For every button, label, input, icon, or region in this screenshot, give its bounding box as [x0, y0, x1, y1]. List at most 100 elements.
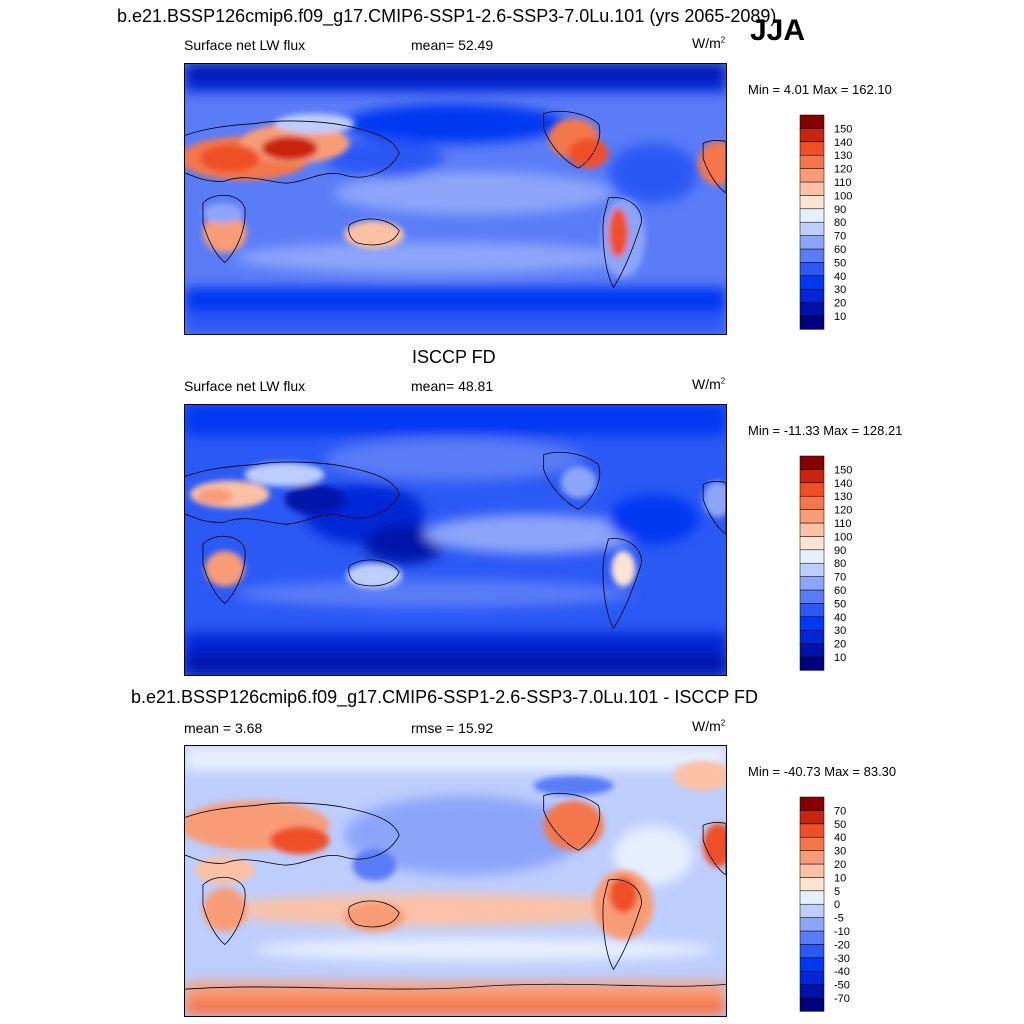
colorbar-tick-label: 70: [834, 231, 846, 243]
colorbar-tick-label: 140: [834, 478, 852, 490]
colorbar-swatch: [799, 302, 825, 317]
colorbar-swatch: [799, 589, 825, 604]
colorbar-swatch: [799, 944, 825, 959]
colorbar-swatch: [799, 890, 825, 905]
colorbar-tick-label: 60: [834, 244, 846, 256]
panel2-colorbar: 10 20 30 40 50 60 70 80 90 100 110 120 130 140 150: [799, 455, 852, 671]
colorbar-swatch: [799, 863, 825, 878]
colorbar-swatch: [799, 536, 825, 551]
colorbar-swatch: [799, 181, 825, 196]
colorbar-swatch: [799, 930, 825, 945]
panel2-title: ISCCP FD: [412, 347, 496, 367]
colorbar-swatch: [799, 275, 825, 290]
colorbar-swatch: [799, 984, 825, 999]
colorbar-swatch: [799, 248, 825, 263]
panel3-colorbar: -70 -50 -40 -30 -20 -10 -5 0 5 10 20 30 40 50 70: [799, 796, 850, 1012]
colorbar-tick-label: 5: [834, 886, 840, 898]
colorbar-tick-label: 50: [834, 598, 846, 610]
colorbar-swatch: [799, 315, 825, 330]
colorbar-tick-label: 30: [834, 846, 846, 858]
panel2-units-label: W/m2: [692, 376, 726, 392]
colorbar-tick-label: 10: [834, 652, 846, 664]
colorbar-swatch: [799, 656, 825, 671]
colorbar-tick-label: 110: [834, 177, 852, 189]
colorbar-swatch: [799, 262, 825, 277]
panel3-mean-label: mean = 3.68: [184, 720, 263, 736]
colorbar-tick-label: 130: [834, 491, 852, 503]
colorbar-tick-label: 90: [834, 204, 846, 216]
colorbar-swatch: [799, 495, 825, 510]
colorbar-tick-label: 50: [834, 257, 846, 269]
panel3-title: b.e21.BSSP126cmip6.f09_g17.CMIP6-SSP1-2.…: [131, 687, 759, 707]
colorbar-tick-label: 90: [834, 545, 846, 557]
colorbar-tick-label: 10: [834, 872, 846, 884]
colorbar-tick-label: 30: [834, 284, 846, 296]
colorbar-swatch: [799, 810, 825, 825]
colorbar-swatch: [799, 288, 825, 303]
panel1-minmax-label: Min = 4.01 Max = 162.10: [748, 82, 892, 97]
colorbar-swatch: [799, 562, 825, 577]
colorbar-swatch: [799, 549, 825, 564]
colorbar-swatch: [799, 114, 825, 129]
panel1-map: [184, 63, 727, 335]
colorbar-swatch: [799, 195, 825, 210]
colorbar-tick-label: 50: [834, 819, 846, 831]
panel2-variable-label: Surface net LW flux: [184, 378, 306, 394]
colorbar-swatch: [799, 168, 825, 183]
colorbar-swatch: [799, 469, 825, 484]
panel1-variable-label: Surface net LW flux: [184, 37, 306, 53]
colorbar-tick-label: 150: [834, 123, 852, 135]
colorbar-swatch: [799, 877, 825, 892]
colorbar-tick-label: 10: [834, 311, 846, 323]
season-label: JJA: [750, 14, 806, 47]
colorbar-tick-label: -5: [834, 913, 844, 925]
panel3-map: [184, 745, 727, 1017]
colorbar-tick-label: -50: [834, 980, 850, 992]
colorbar-tick-label: 80: [834, 558, 846, 570]
colorbar-tick-label: -10: [834, 926, 850, 938]
panel2-minmax-label: Min = -11.33 Max = 128.21: [748, 423, 903, 438]
panel1-mean-label: mean= 52.49: [411, 37, 494, 53]
colorbar-tick-label: 110: [834, 518, 852, 530]
colorbar-swatch: [799, 850, 825, 865]
colorbar-tick-label: 100: [834, 190, 852, 202]
colorbar-tick-label: 0: [834, 899, 840, 911]
colorbar-tick-label: 150: [834, 464, 852, 476]
panel3-rmse-label: rmse = 15.92: [411, 720, 494, 736]
colorbar-swatch: [799, 576, 825, 591]
colorbar-swatch: [799, 221, 825, 236]
colorbar-swatch: [799, 522, 825, 537]
colorbar-swatch: [799, 603, 825, 618]
colorbar-swatch: [799, 208, 825, 223]
colorbar-swatch: [799, 128, 825, 143]
colorbar-swatch: [799, 482, 825, 497]
colorbar-swatch: [799, 616, 825, 631]
colorbar-tick-label: 60: [834, 585, 846, 597]
colorbar-tick-label: 30: [834, 625, 846, 637]
colorbar-tick-label: 40: [834, 612, 846, 624]
colorbar-tick-label: 40: [834, 271, 846, 283]
colorbar-tick-label: 20: [834, 298, 846, 310]
colorbar-swatch: [799, 823, 825, 838]
colorbar-tick-label: 120: [834, 505, 852, 517]
colorbar-tick-label: -70: [834, 993, 850, 1005]
panel2-mean-label: mean= 48.81: [411, 378, 494, 394]
colorbar-tick-label: 140: [834, 137, 852, 149]
panel3-units-label: W/m2: [692, 718, 726, 734]
colorbar-tick-label: 120: [834, 164, 852, 176]
colorbar-swatch: [799, 917, 825, 932]
main-title: b.e21.BSSP126cmip6.f09_g17.CMIP6-SSP1-2.…: [117, 6, 777, 26]
colorbar-tick-label: 100: [834, 531, 852, 543]
colorbar-tick-label: 130: [834, 150, 852, 162]
colorbar-tick-label: 70: [834, 805, 846, 817]
colorbar-swatch: [799, 836, 825, 851]
colorbar-swatch: [799, 903, 825, 918]
colorbar-tick-label: 40: [834, 832, 846, 844]
panel1-colorbar: 10 20 30 40 50 60 70 80 90 100 110 120 130 140 150: [799, 114, 852, 330]
colorbar-tick-label: 80: [834, 217, 846, 229]
colorbar-swatch: [799, 796, 825, 811]
colorbar-swatch: [799, 629, 825, 644]
colorbar-tick-label: -20: [834, 939, 850, 951]
colorbar-tick-label: -30: [834, 953, 850, 965]
colorbar-swatch: [799, 957, 825, 972]
